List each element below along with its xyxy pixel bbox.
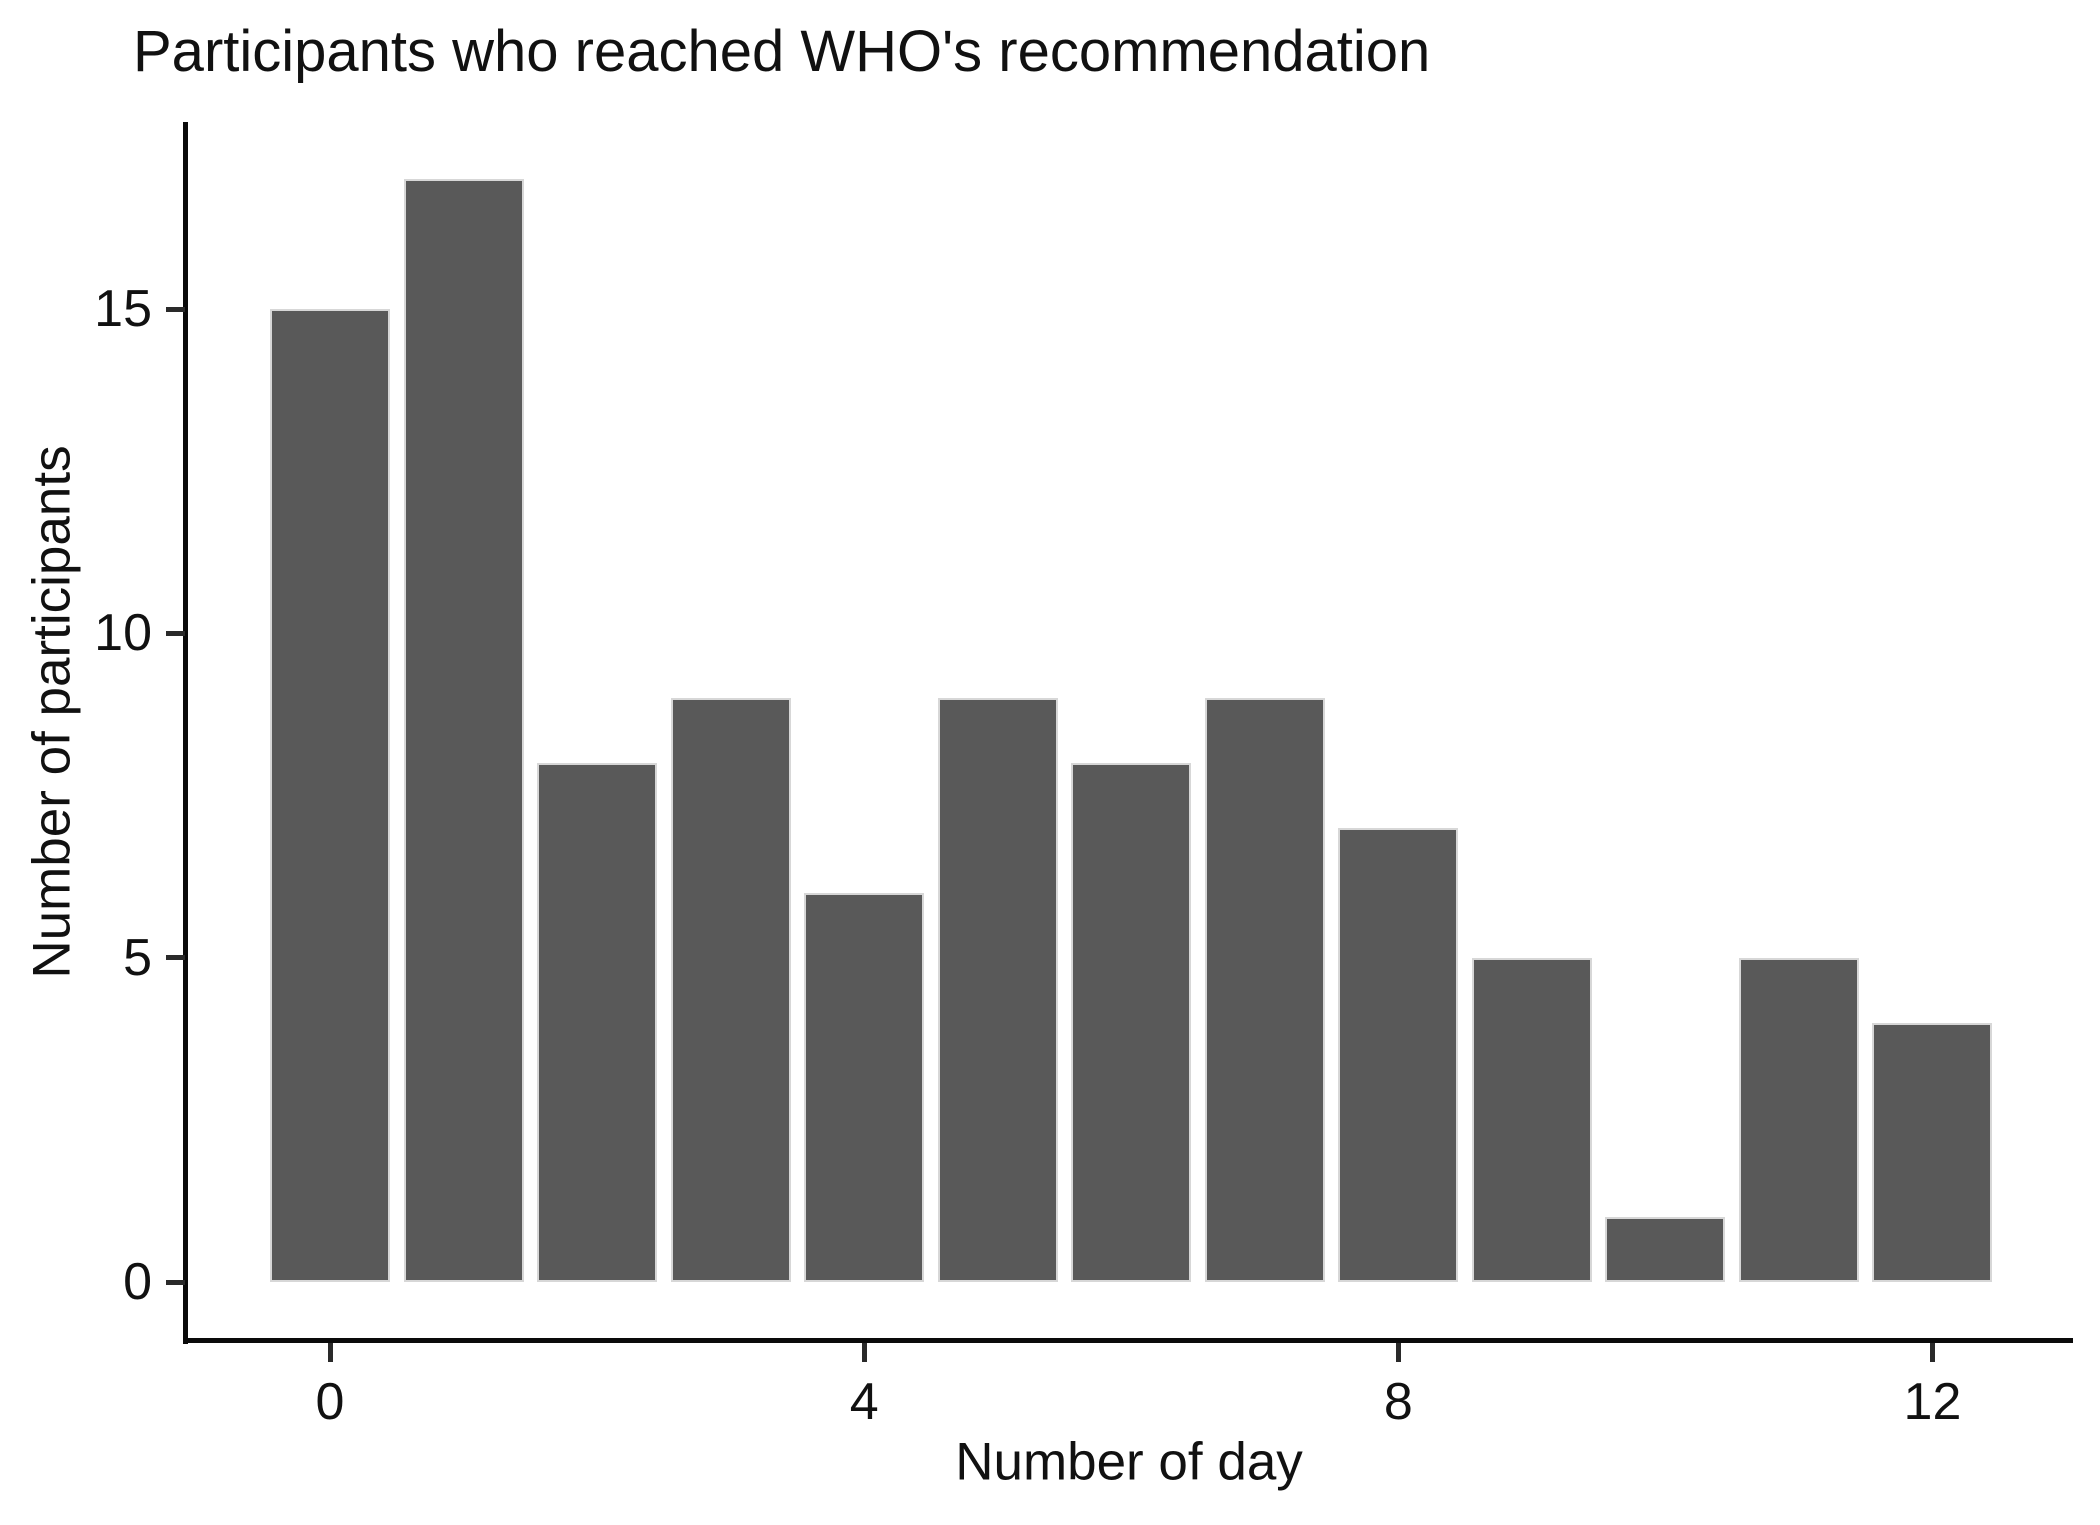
- x-axis-tick-4: [861, 1343, 867, 1362]
- bar-day-11: [1738, 957, 1859, 1282]
- bar-day-12: [1872, 1022, 1993, 1282]
- y-axis-tick-10: [166, 630, 185, 636]
- bar-day-10: [1605, 1217, 1726, 1282]
- y-axis-tick-15: [166, 306, 185, 312]
- bar-day-9: [1471, 957, 1592, 1282]
- x-axis-tick-0: [327, 1343, 333, 1362]
- y-tick-label-0: 0: [123, 1253, 152, 1311]
- y-axis-line: [183, 122, 188, 1344]
- x-tick-label-12: 12: [1903, 1373, 1962, 1431]
- bar-day-5: [937, 698, 1058, 1282]
- bar-day-4: [804, 892, 925, 1282]
- x-axis-tick-8: [1395, 1343, 1401, 1362]
- bar-day-0: [270, 309, 390, 1282]
- y-tick-label-15: 15: [94, 280, 152, 339]
- bar-day-3: [670, 698, 791, 1282]
- bar-day-6: [1071, 763, 1192, 1282]
- y-tick-label-5: 5: [123, 928, 152, 987]
- bar-day-7: [1204, 698, 1325, 1282]
- x-axis-line: [183, 1338, 2073, 1343]
- y-tick-label-10: 10: [94, 604, 152, 663]
- bar-day-1: [403, 179, 524, 1282]
- x-axis-tick-12: [1929, 1343, 1935, 1362]
- bar-day-2: [537, 763, 658, 1282]
- x-axis-label: Number of day: [955, 1432, 1303, 1492]
- y-axis-label: Number of participants: [22, 445, 82, 979]
- y-axis-tick-5: [166, 955, 185, 961]
- chart-title: Participants who reached WHO's recommend…: [133, 19, 1431, 84]
- x-tick-label-4: 4: [849, 1373, 879, 1431]
- y-axis-tick-0: [166, 1279, 185, 1285]
- bar-day-8: [1338, 827, 1459, 1282]
- x-tick-label-0: 0: [315, 1373, 345, 1431]
- x-tick-label-8: 8: [1383, 1373, 1413, 1431]
